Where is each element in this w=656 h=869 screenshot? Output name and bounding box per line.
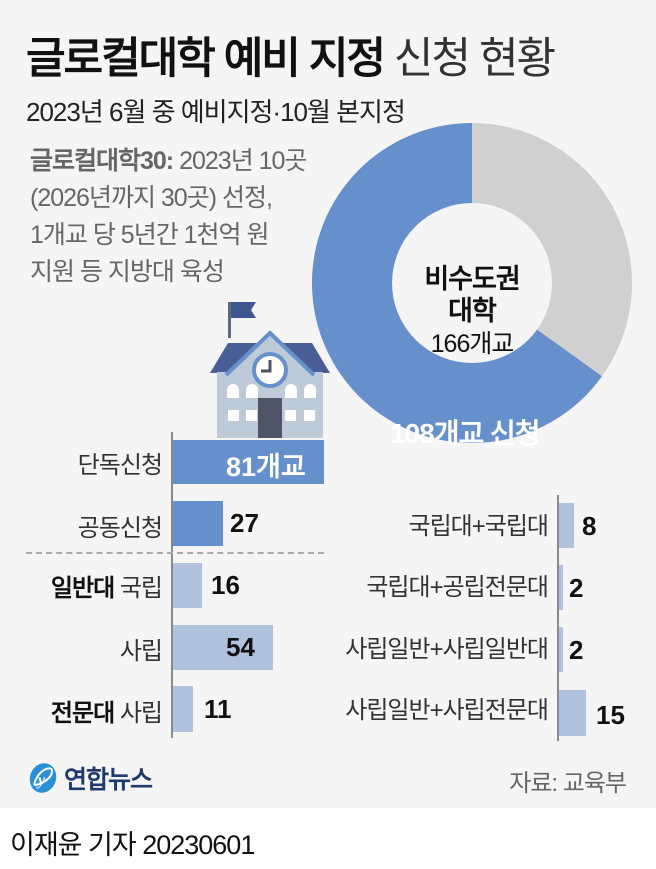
description-line1: 2023년 10곳 xyxy=(173,147,307,175)
right-bar-axis xyxy=(557,495,559,741)
bar-joint xyxy=(173,501,223,546)
bar-value-solo: 81개교 xyxy=(226,452,306,482)
title-light: 신청 현황 xyxy=(393,35,556,83)
bar-priv-priv xyxy=(559,627,563,672)
bar-label-priv-priv: 사립일반+사립일반대 xyxy=(345,636,549,663)
description-line2: (2026년까지 30곳) 선정, xyxy=(30,184,273,212)
description-bold: 글로컬대학30: xyxy=(30,147,174,175)
reporter-credit: 이재윤 기자 20230601 xyxy=(10,830,255,860)
bar-label-national: 국립 xyxy=(114,575,163,602)
bar-label-private: 사립 xyxy=(114,700,163,727)
bar-label-solo: 단독신청 xyxy=(77,452,163,479)
bar-value-priv-junior: 15 xyxy=(596,700,625,730)
left-bar-axis xyxy=(171,432,173,738)
bar-label-junior-private: 전문대 사립 xyxy=(50,693,163,728)
school-building-icon xyxy=(210,302,330,438)
bar-value-joint: 27 xyxy=(230,508,259,538)
bar-label-nat-nat: 국립대+국립대 xyxy=(408,513,549,540)
donut-center-line1: 비수도권 xyxy=(424,264,520,294)
yonhap-logo: y 연합뉴스 xyxy=(26,760,153,796)
divider-dashed xyxy=(26,552,324,554)
bar-value-junior-private: 11 xyxy=(204,694,232,724)
yonhap-globe-icon: y xyxy=(29,763,57,793)
bar-label-group-junior: 전문대 xyxy=(50,700,115,727)
bar-label-general-national: 일반대 국립 xyxy=(50,568,163,603)
donut-chart xyxy=(312,123,632,443)
donut-center-label: 비수도권 대학 166개교 xyxy=(392,263,552,361)
donut-hole xyxy=(393,204,551,362)
bar-value-general-private: 54 xyxy=(226,632,255,662)
bar-value-nat-public-junior: 2 xyxy=(569,573,584,603)
description-line3: 1개교 당 5년간 1천억 원 xyxy=(30,221,270,249)
source-label: 자료: 교육부 xyxy=(509,770,627,797)
bar-general-national xyxy=(173,563,202,608)
bar-general-private xyxy=(173,625,273,670)
title-bold: 글로컬대학 예비 지정 xyxy=(26,35,386,83)
logo-text: 연합뉴스 xyxy=(64,766,153,794)
bar-label-group-general: 일반대 xyxy=(50,575,115,602)
donut-center-line3: 166개교 xyxy=(430,330,515,358)
bar-value-nat-nat: 8 xyxy=(582,511,597,541)
bar-label-general-private: 사립 xyxy=(119,638,163,665)
bar-solo xyxy=(173,440,324,484)
bar-label-nat-public-junior: 국립대+공립전문대 xyxy=(366,574,549,601)
description-line4: 지원 등 지방대 육성 xyxy=(30,258,225,286)
subtitle: 2023년 6월 중 예비지정·10월 본지정 xyxy=(26,97,406,127)
bar-priv-junior xyxy=(559,690,586,736)
donut-slice-label: 108개교 신청 xyxy=(390,418,541,449)
svg-text:y: y xyxy=(36,772,46,789)
bar-label-joint: 공동신청 xyxy=(77,515,163,542)
donut-center-line2: 대학 xyxy=(448,296,497,326)
bar-value-general-national: 16 xyxy=(211,570,240,600)
bar-nat-nat xyxy=(559,503,574,548)
bar-junior-private xyxy=(173,686,193,732)
page-title: 글로컬대학 예비 지정 신청 현황 xyxy=(26,24,556,86)
description: 글로컬대학30: 2023년 10곳 (2026년까지 30곳) 선정, 1개교… xyxy=(30,143,307,291)
bar-value-priv-priv: 2 xyxy=(569,635,584,665)
bar-nat-public-junior xyxy=(559,565,563,610)
bar-label-priv-junior: 사립일반+사립전문대 xyxy=(345,697,549,724)
donut-applied-slice xyxy=(312,123,632,443)
